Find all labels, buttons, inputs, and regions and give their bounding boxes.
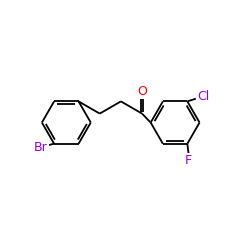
Text: Cl: Cl xyxy=(197,90,209,104)
Text: O: O xyxy=(137,85,147,98)
Text: Br: Br xyxy=(34,141,48,154)
Text: F: F xyxy=(185,154,192,167)
